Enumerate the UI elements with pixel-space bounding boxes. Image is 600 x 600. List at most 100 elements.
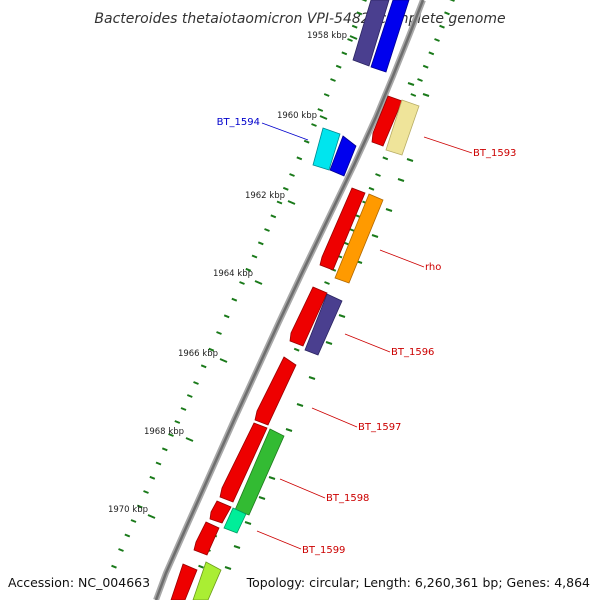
minor-tick <box>351 24 358 29</box>
minor-tick <box>282 186 289 191</box>
minor-tick <box>303 139 310 144</box>
tick-label-1968: 1968 kbp <box>144 427 184 437</box>
gene-label-rho[interactable]: rho <box>425 262 441 273</box>
tick-label-1966: 1966 kbp <box>178 349 218 359</box>
minor-tick <box>174 420 181 424</box>
minor-tick <box>223 314 230 319</box>
gene-arrow-red-small[interactable] <box>209 500 232 524</box>
minor-tick <box>200 364 207 369</box>
minor-tick <box>180 407 187 411</box>
gene-arrow-red-1596[interactable] <box>289 286 328 347</box>
minor-tick <box>407 82 415 86</box>
gene-arrow-red-1597[interactable] <box>254 356 297 426</box>
minor-tick <box>285 428 293 432</box>
gene-arrow-red-1593[interactable] <box>371 95 403 147</box>
minor-tick <box>245 267 252 272</box>
minor-tick <box>149 475 156 480</box>
minor-tick <box>244 521 252 525</box>
minor-tick <box>198 564 204 569</box>
minor-tick <box>231 297 238 302</box>
minor-tick <box>356 11 363 16</box>
minor-tick <box>434 38 440 42</box>
tick-rings <box>111 0 455 570</box>
gene-arrow-slate-top[interactable] <box>352 0 390 67</box>
minor-tick <box>124 533 131 538</box>
minor-tick <box>293 347 300 352</box>
gene-label-bt1594[interactable]: BT_1594 <box>217 117 260 128</box>
minor-tick <box>422 64 429 69</box>
minor-tick <box>341 51 348 56</box>
minor-tick <box>428 51 435 56</box>
minor-tick <box>264 228 270 232</box>
gene-arrow-slate-1596[interactable] <box>304 293 343 356</box>
minor-tick <box>130 519 137 523</box>
minor-tick <box>311 123 317 127</box>
minor-tick <box>296 156 303 161</box>
gene-label-bt1599[interactable]: BT_1599 <box>302 545 345 556</box>
gene-arrow-blue-1594[interactable] <box>329 135 357 177</box>
gene-arrow-cyan-1594[interactable] <box>312 127 341 171</box>
tick-label-1970: 1970 kbp <box>108 505 148 515</box>
gene-arrow-red-rho[interactable] <box>319 187 366 271</box>
gene-arrow-red-bottom[interactable] <box>170 563 198 600</box>
gene-arrow-springgreen-1599[interactable] <box>223 507 247 534</box>
minor-tick <box>224 566 232 570</box>
minor-tick <box>168 433 174 437</box>
minor-tick <box>289 173 295 177</box>
minor-tick <box>397 178 405 182</box>
minor-tick <box>317 108 324 112</box>
gene-arrow-red-1598[interactable] <box>219 422 268 503</box>
minor-tick <box>410 93 417 97</box>
minor-tick <box>324 281 330 285</box>
minor-tick <box>385 208 393 212</box>
kbp-ticks: 1958 kbp 1960 kbp 1962 kbp 1964 kbp 1966… <box>108 31 358 519</box>
minor-tick <box>239 281 245 285</box>
gene-arrow-lime-bottom[interactable] <box>192 561 222 600</box>
minor-tick <box>257 241 264 246</box>
minor-tick <box>216 331 222 335</box>
minor-tick <box>208 347 215 352</box>
minor-tick <box>143 490 149 494</box>
minor-tick <box>406 158 414 162</box>
gene-arrow-khaki-1593[interactable] <box>385 99 420 156</box>
gene-arrow-orange-rho[interactable] <box>334 193 384 284</box>
minor-tick <box>155 461 162 466</box>
minor-tick <box>193 381 199 385</box>
gene-features <box>170 0 420 600</box>
minor-tick <box>382 156 389 161</box>
minor-tick <box>371 234 379 238</box>
minor-tick <box>338 314 346 318</box>
backbone <box>153 0 426 600</box>
minor-tick <box>325 341 333 345</box>
minor-tick <box>335 64 342 69</box>
gene-label-bt1596[interactable]: BT_1596 <box>391 347 434 358</box>
minor-tick <box>296 403 304 407</box>
minor-tick <box>258 496 266 500</box>
minor-tick <box>347 38 353 42</box>
gene-labels: BT_1594 BT_1593 rho BT_1596 BT_1597 BT_1… <box>217 117 517 556</box>
minor-tick <box>375 173 381 177</box>
minor-tick <box>422 93 430 97</box>
gene-label-bt1593[interactable]: BT_1593 <box>473 148 516 159</box>
topology-text: Topology: circular; Length: 6,260,361 bp… <box>246 575 590 590</box>
minor-tick <box>233 545 241 549</box>
minor-tick <box>186 394 193 398</box>
gene-label-bt1598[interactable]: BT_1598 <box>326 493 369 504</box>
minor-tick <box>361 0 367 2</box>
map-title: Bacteroides thetaiotaomicron VPI-5482, c… <box>94 11 505 27</box>
leader-lines <box>256 122 473 550</box>
minor-tick <box>136 504 143 509</box>
minor-tick <box>161 447 168 452</box>
accession-text: Accession: NC_004663 <box>8 575 150 590</box>
gene-arrow-blue-top[interactable] <box>370 0 410 73</box>
minor-tick <box>276 200 283 205</box>
gene-arrow-red-1599[interactable] <box>193 521 220 556</box>
tick-label-1958: 1958 kbp <box>307 31 347 41</box>
gene-arrow-green-1598[interactable] <box>234 428 285 516</box>
minor-tick <box>444 11 450 16</box>
gene-label-bt1597[interactable]: BT_1597 <box>358 422 401 433</box>
minor-tick <box>449 0 455 2</box>
minor-tick <box>368 186 375 191</box>
minor-tick <box>439 24 445 29</box>
